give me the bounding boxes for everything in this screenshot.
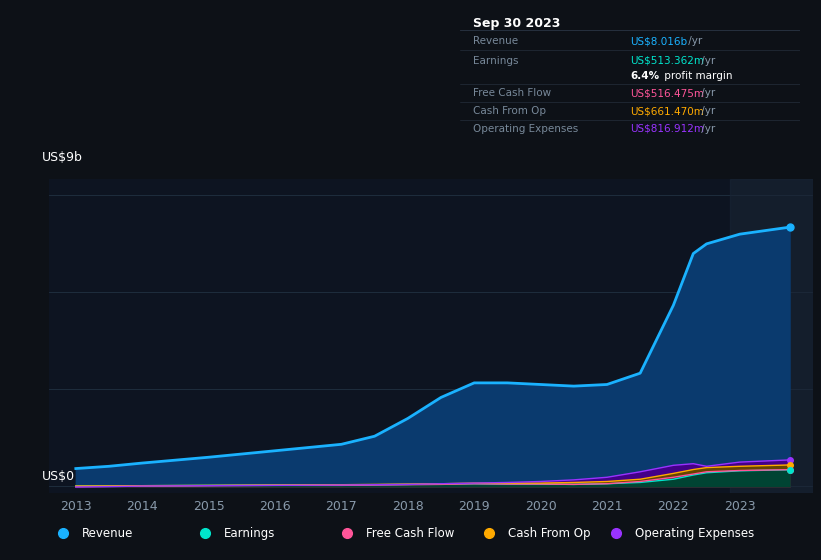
Text: Revenue: Revenue — [474, 36, 519, 46]
Text: US$661.470m: US$661.470m — [631, 106, 704, 116]
Bar — [730, 179, 813, 493]
Text: Cash From Op: Cash From Op — [508, 527, 590, 540]
Text: profit margin: profit margin — [661, 71, 732, 81]
Text: Cash From Op: Cash From Op — [474, 106, 547, 116]
Text: Free Cash Flow: Free Cash Flow — [366, 527, 454, 540]
Text: 6.4%: 6.4% — [631, 71, 659, 81]
Text: Earnings: Earnings — [474, 56, 519, 66]
Text: US$816.912m: US$816.912m — [631, 124, 704, 134]
Text: /yr: /yr — [698, 88, 715, 99]
Text: US$9b: US$9b — [42, 151, 82, 164]
Text: Revenue: Revenue — [82, 527, 134, 540]
Text: Earnings: Earnings — [224, 527, 276, 540]
Text: Operating Expenses: Operating Expenses — [635, 527, 754, 540]
Text: US$513.362m: US$513.362m — [631, 56, 704, 66]
Text: Free Cash Flow: Free Cash Flow — [474, 88, 552, 99]
Text: /yr: /yr — [698, 124, 715, 134]
Text: US$0: US$0 — [42, 470, 75, 483]
Text: /yr: /yr — [698, 56, 715, 66]
Text: /yr: /yr — [686, 36, 703, 46]
Text: /yr: /yr — [698, 106, 715, 116]
Text: US$8.016b: US$8.016b — [631, 36, 687, 46]
Text: Sep 30 2023: Sep 30 2023 — [474, 17, 561, 30]
Text: US$516.475m: US$516.475m — [631, 88, 704, 99]
Text: Operating Expenses: Operating Expenses — [474, 124, 579, 134]
